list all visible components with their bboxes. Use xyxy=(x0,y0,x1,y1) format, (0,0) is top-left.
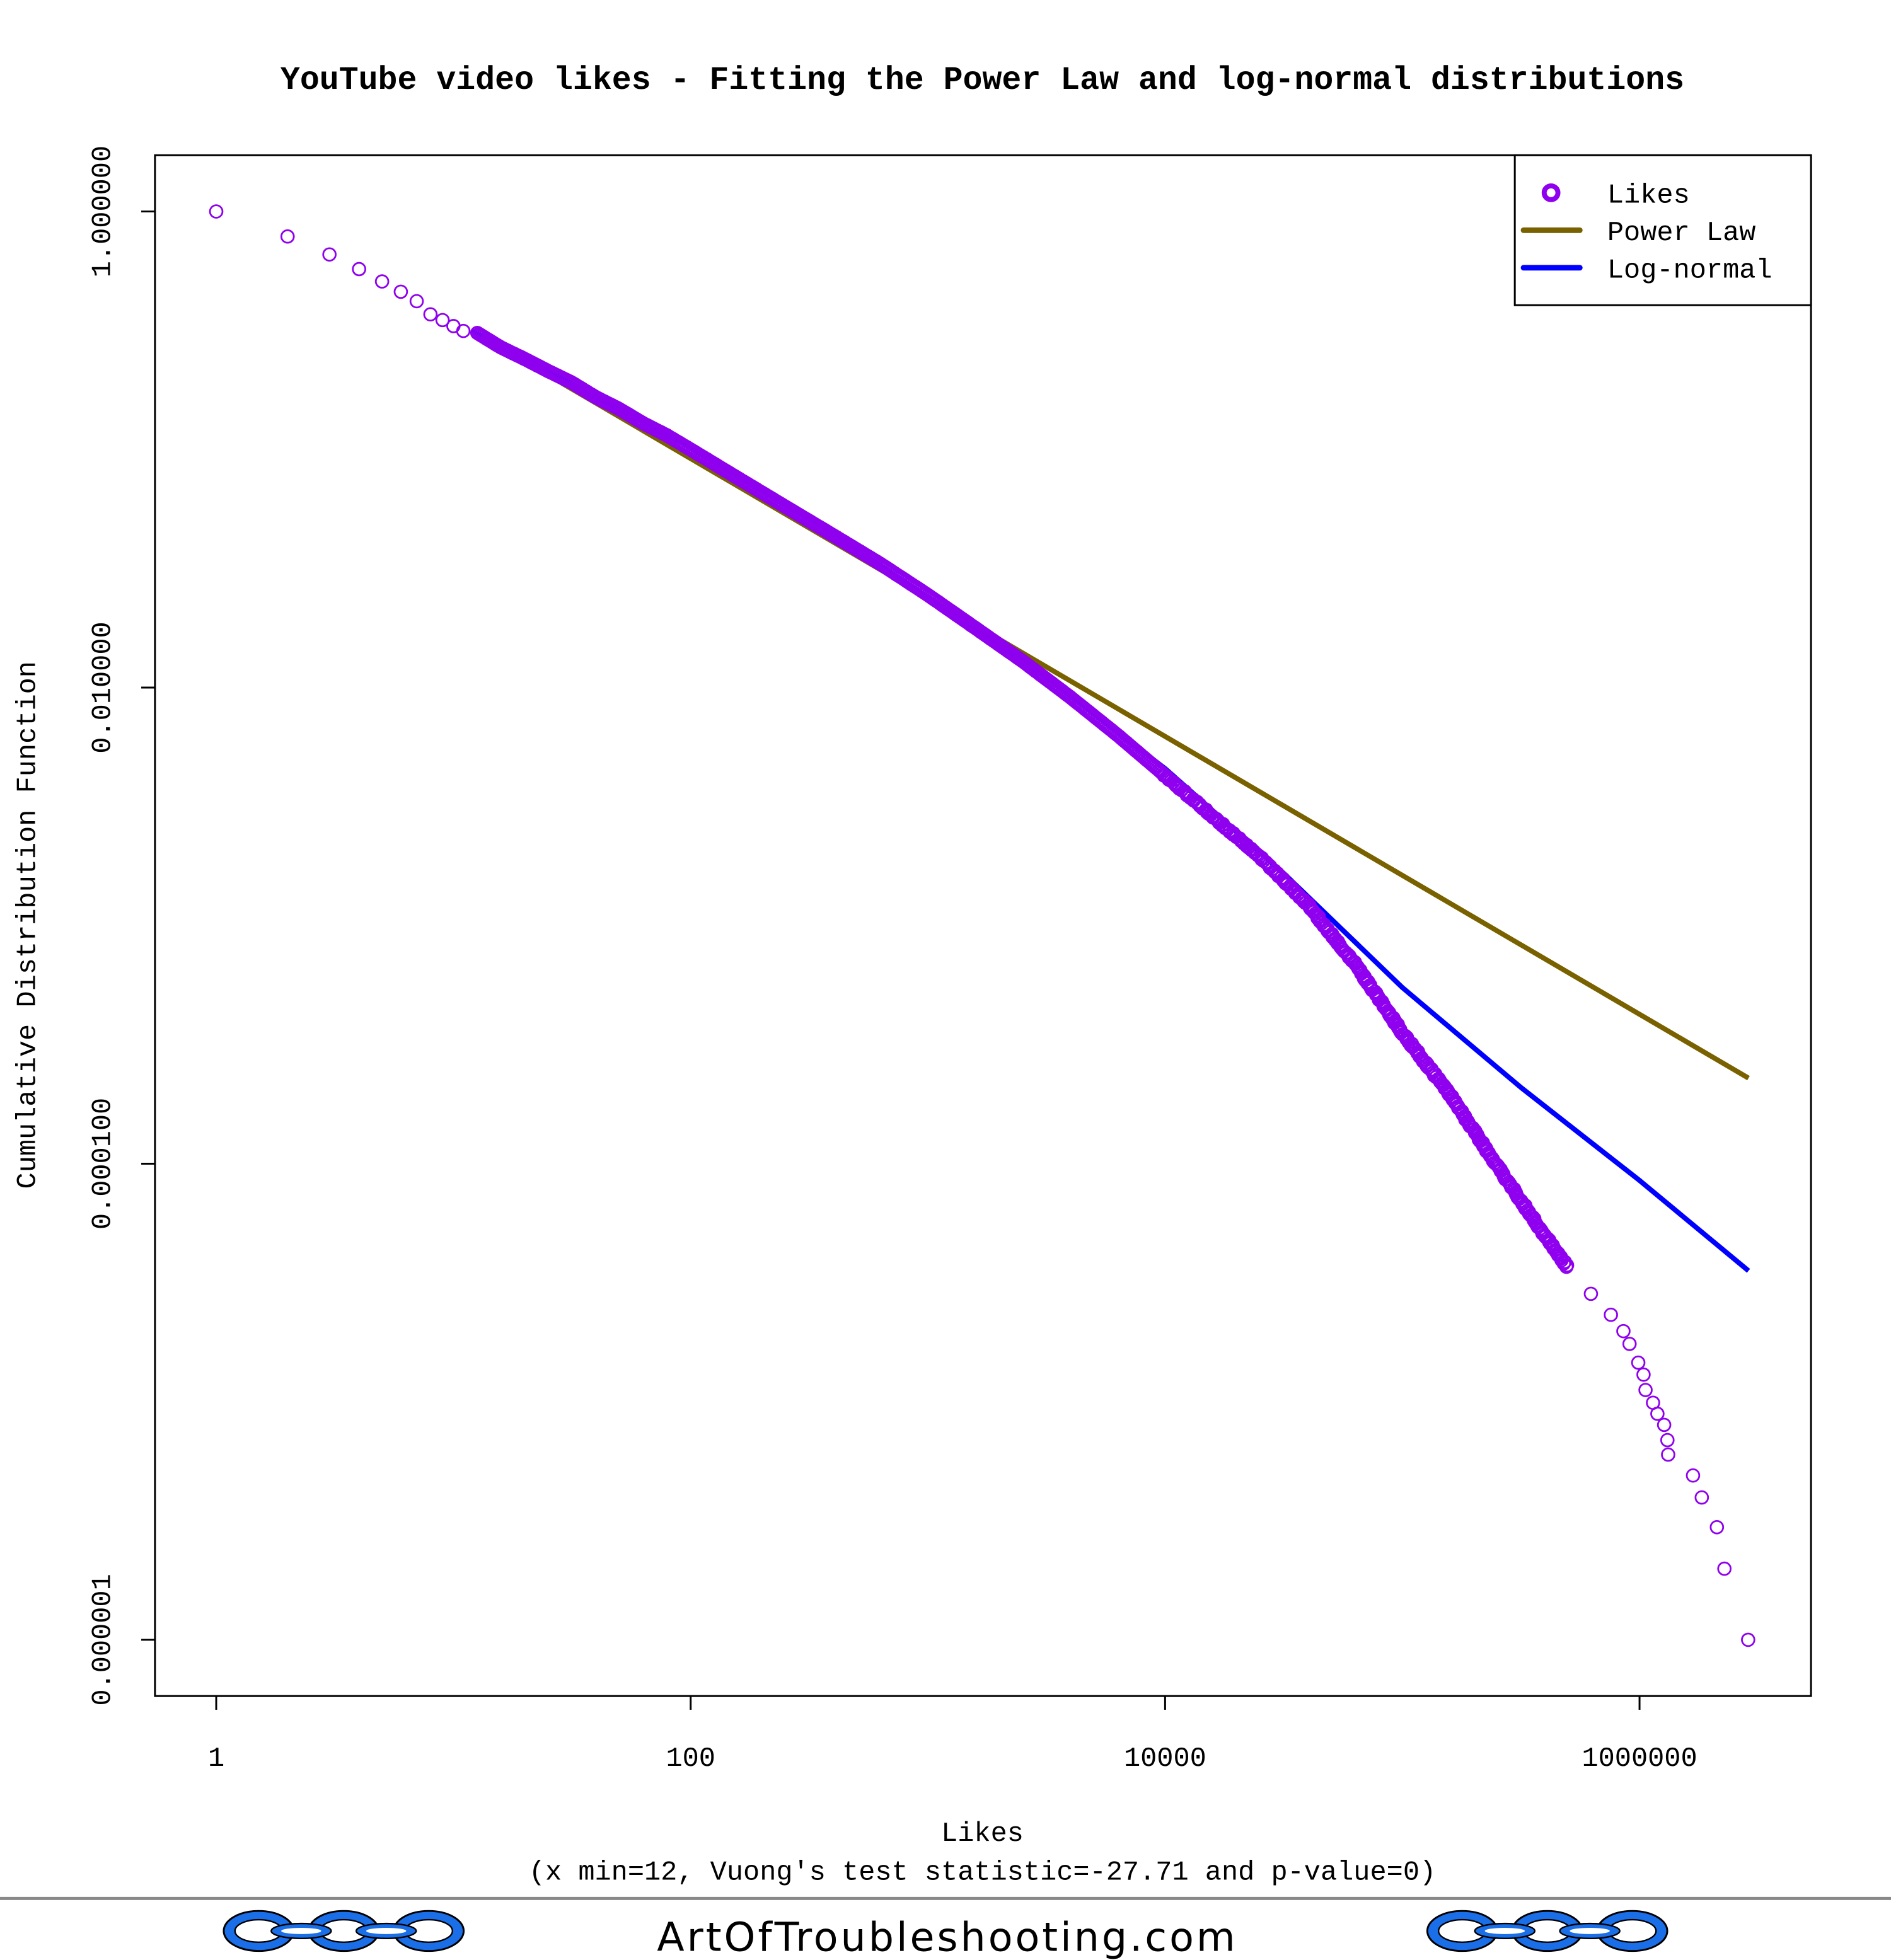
plot-area xyxy=(155,155,1811,1696)
chain-connector-hole xyxy=(366,1928,406,1934)
data-point xyxy=(1632,1356,1645,1369)
data-point xyxy=(1637,1368,1650,1381)
data-point xyxy=(1687,1469,1699,1482)
legend: Likes Power Law Log-normal xyxy=(1515,155,1811,305)
chain-logo-icon xyxy=(224,1911,464,1951)
x-tick-label: 1000000 xyxy=(1582,1744,1697,1775)
chain-connector-hole xyxy=(1570,1928,1609,1934)
fit-lines xyxy=(472,331,1749,1271)
data-point xyxy=(1661,1434,1674,1446)
data-point xyxy=(1662,1448,1675,1461)
legend-lognormal-label: Log-normal xyxy=(1607,256,1772,287)
x-tick-label: 10000 xyxy=(1124,1744,1206,1775)
data-point xyxy=(1718,1562,1731,1575)
x-tick-label: 1 xyxy=(208,1744,224,1775)
x-axis: 1 100 10000 1000000 xyxy=(208,1696,1697,1775)
data-point xyxy=(376,275,388,288)
y-tick-label: 0.000001 xyxy=(88,1574,119,1705)
y-tick-label: 0.010000 xyxy=(88,621,119,753)
data-point xyxy=(210,205,223,218)
data-point xyxy=(1623,1337,1636,1350)
chain-connector-hole xyxy=(1485,1928,1525,1934)
data-point xyxy=(281,230,294,243)
footer-site-name: ArtOfTroubleshooting.com xyxy=(657,1914,1237,1960)
x-axis-label: Likes xyxy=(941,1819,1024,1850)
log-normal-fit-line xyxy=(472,331,1749,1271)
data-point xyxy=(1639,1384,1652,1397)
legend-likes-label: Likes xyxy=(1607,181,1690,212)
chart-title: YouTube video likes - Fitting the Power … xyxy=(280,62,1684,99)
y-tick-label: 1.000000 xyxy=(88,146,119,277)
data-point xyxy=(395,285,407,298)
legend-powerlaw-label: Power Law xyxy=(1607,218,1756,249)
data-points xyxy=(210,205,1754,1646)
data-point xyxy=(1617,1325,1630,1337)
data-point xyxy=(1658,1419,1670,1431)
y-axis: 1.000000 0.010000 0.000100 0.000001 xyxy=(88,146,154,1706)
data-point xyxy=(1711,1521,1723,1533)
data-point xyxy=(1585,1288,1597,1300)
x-axis-subtitle: (x min=12, Vuong's test statistic=-27.71… xyxy=(529,1858,1436,1889)
y-axis-label: Cumulative Distribution Function xyxy=(13,661,44,1189)
data-point xyxy=(410,295,423,308)
chain-connector-hole xyxy=(281,1928,321,1934)
data-point xyxy=(1605,1308,1617,1321)
data-point xyxy=(1742,1634,1754,1646)
data-point xyxy=(353,263,366,275)
data-point xyxy=(457,325,470,337)
y-tick-label: 0.000100 xyxy=(88,1098,119,1230)
x-tick-label: 100 xyxy=(666,1744,715,1775)
data-point xyxy=(1651,1407,1663,1420)
data-point xyxy=(424,308,437,321)
data-point xyxy=(1696,1491,1708,1504)
chart: YouTube video likes - Fitting the Power … xyxy=(0,0,1891,1960)
power-law-fit-line xyxy=(472,331,1749,1078)
data-point xyxy=(323,248,336,261)
chain-logo-icon xyxy=(1427,1911,1667,1951)
